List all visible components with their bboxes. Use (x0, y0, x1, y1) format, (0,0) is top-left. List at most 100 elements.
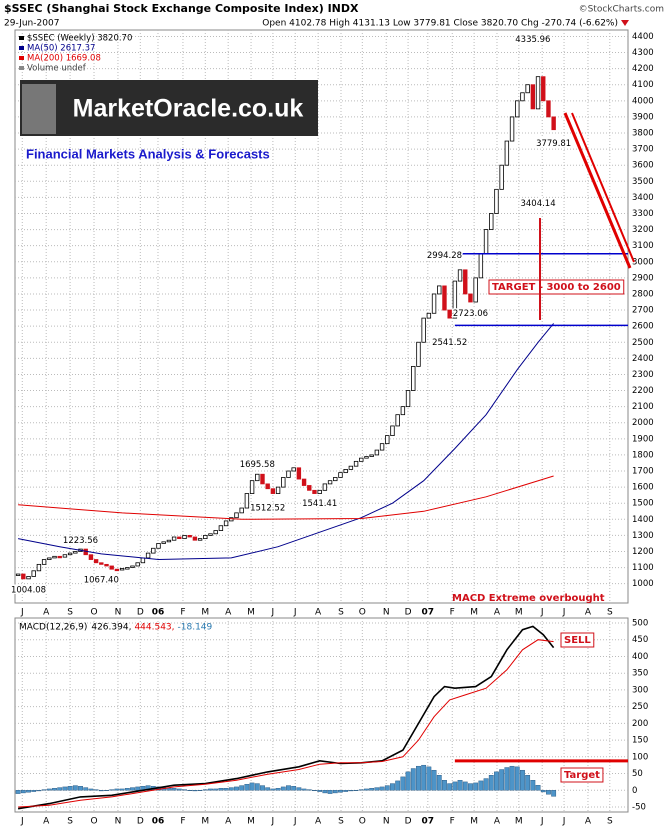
bar (244, 784, 250, 791)
bar (124, 788, 130, 791)
legend-entry: MA(200) 1669.08 (27, 54, 101, 64)
candle (421, 317, 426, 343)
bar (192, 790, 198, 792)
candle (317, 489, 322, 494)
logo-figure (22, 84, 56, 134)
candle (21, 573, 26, 580)
bar (306, 789, 312, 791)
candle (327, 480, 333, 485)
x-tick-label: M (470, 608, 478, 618)
x-tick-label: A (585, 817, 592, 827)
bar (468, 783, 473, 791)
bar (384, 785, 390, 791)
price-annotation: 2541.52 (432, 338, 467, 348)
candle (197, 538, 203, 541)
y-tick-label: 2600 (632, 322, 654, 332)
y-tick-label: 1600 (632, 483, 654, 493)
x-tick-label: N (115, 817, 122, 827)
bar (291, 786, 297, 791)
candle (546, 100, 551, 118)
candle (541, 76, 546, 102)
bar (41, 789, 47, 791)
y-tick-label: 2500 (632, 338, 654, 348)
bar (239, 785, 245, 791)
bar (353, 790, 359, 791)
y-tick-label: 3000 (632, 257, 654, 267)
chart-title: $SSEC (Shanghai Stock Exchange Composite… (4, 2, 359, 15)
bar (478, 780, 484, 791)
bar (499, 769, 505, 791)
date: 29-Jun-2007 (4, 19, 59, 29)
x-tick-label: J (20, 817, 24, 827)
candle (452, 280, 458, 319)
bar (135, 786, 141, 791)
bar (202, 789, 208, 791)
x-tick-label: J (293, 608, 297, 618)
y-tick-label: 3200 (632, 225, 654, 235)
legend-swatch (19, 66, 24, 70)
bar (67, 786, 73, 791)
candle (509, 116, 515, 142)
bar (390, 783, 395, 791)
bar (213, 788, 219, 791)
y-tick-label: 2900 (632, 273, 654, 283)
y-tick-label: 1400 (632, 515, 654, 525)
x-tick-label: A (494, 817, 501, 827)
price-annotation: 1223.56 (63, 536, 98, 546)
bar (395, 780, 401, 791)
bar (483, 778, 489, 791)
candle (281, 477, 286, 488)
candle (57, 555, 62, 559)
x-tick-label: 07 (422, 608, 435, 618)
candle (535, 76, 541, 110)
bar (46, 788, 52, 791)
bar (182, 789, 187, 791)
candle (353, 460, 359, 467)
y-tick-label: 2000 (632, 418, 654, 428)
bar (551, 790, 557, 797)
x-tick-label: O (359, 608, 366, 618)
bar (405, 771, 411, 791)
candle (520, 92, 525, 102)
candle (67, 552, 73, 556)
x-tick-label: 07 (422, 817, 435, 827)
price-annotation: 1512.52 (250, 504, 285, 514)
line (18, 323, 554, 561)
y-tick-label: 2300 (632, 370, 654, 380)
y-tick-label: -50 (632, 802, 646, 812)
candle (468, 293, 473, 303)
bar (20, 790, 26, 794)
candle (447, 309, 452, 319)
candle (291, 467, 296, 472)
x-tick-label: S (67, 608, 73, 618)
candle (312, 489, 317, 494)
bar (447, 783, 453, 791)
bar (410, 768, 416, 791)
x-tick-label: M (470, 817, 478, 827)
bar (98, 790, 104, 792)
candle (88, 554, 94, 560)
candle (109, 565, 114, 570)
y-tick-label: 1700 (632, 467, 654, 477)
y-tick-label: 0 (632, 786, 637, 796)
y-tick-label: 50 (632, 769, 643, 779)
bar (104, 790, 109, 791)
y-tick-label: 400 (632, 652, 648, 662)
bar (280, 786, 286, 791)
candle (47, 557, 52, 560)
candle (41, 559, 47, 565)
bar (218, 788, 224, 791)
candle (483, 229, 489, 255)
bar (317, 790, 323, 792)
x-tick-label: J (562, 608, 566, 618)
y-tick-label: 1900 (632, 434, 654, 444)
x-tick-label: 06 (152, 817, 165, 827)
bar (114, 788, 120, 791)
candle (348, 465, 354, 470)
candle (442, 285, 447, 311)
candle (390, 425, 395, 437)
bar (301, 788, 307, 791)
candle (499, 164, 504, 190)
y-tick-label: 4400 (632, 32, 654, 42)
